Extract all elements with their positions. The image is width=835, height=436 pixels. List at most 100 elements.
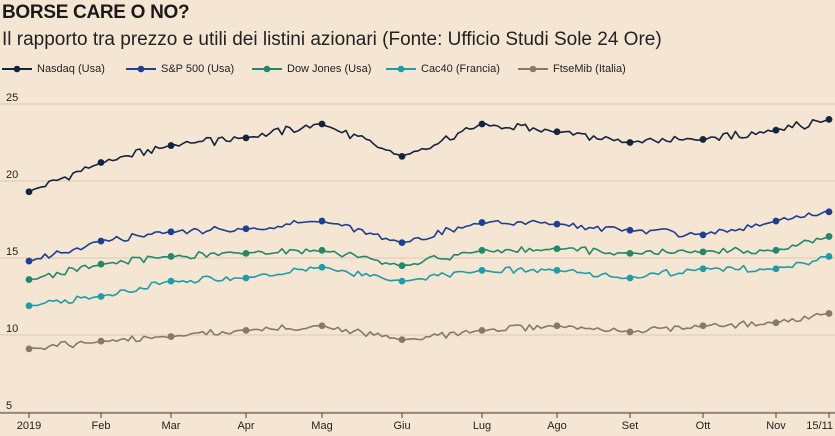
axes: 5 10 15 20 25 2019 Feb Mar Apr Mag Giu Lug Ago Set Ott… [0,92,835,432]
data-point-0 [772,126,780,134]
legend-item-ftsemib: FtseMib (Italia) [518,63,626,75]
data-point-3 [97,293,105,300]
data-point-4 [167,333,175,340]
data-point-0 [478,120,486,128]
x-tick-label: Feb [92,420,111,432]
data-point-0 [398,152,406,160]
data-point-2 [772,246,780,254]
data-point-0 [825,116,833,123]
data-point-3 [398,277,406,285]
data-point-1 [242,225,250,233]
data-point-3 [167,277,175,285]
data-point-0 [242,134,250,142]
legend-marker-sp500 [126,65,156,73]
data-point-4 [97,337,105,345]
data-point-1 [825,208,833,216]
legend-marker-ftsemib [518,65,548,73]
legend-item-cac40: Cac40 (Francia) [386,63,500,75]
data-point-3 [772,265,780,273]
data-point-2 [167,253,175,260]
data-point-1 [318,217,326,225]
data-point-3 [825,253,833,260]
legend-marker-nasdaq [2,65,32,73]
data-point-1 [478,219,486,226]
x-tick-label: Mag [311,420,332,432]
legend-item-nasdaq: Nasdaq (Usa) [2,63,105,75]
legend-marker-dowjones [252,65,282,73]
data-point-4 [398,336,406,344]
data-point-3 [626,274,634,282]
data-point-1 [699,231,707,239]
y-tick-label: 20 [6,169,18,181]
data-point-2 [626,249,634,257]
data-point-1 [97,237,105,245]
legend-marker-cac40 [386,65,416,73]
series-line-2 [28,235,830,281]
data-point-2 [553,245,561,253]
data-point-0 [553,128,561,136]
data-point-1 [25,257,33,265]
data-point-1 [553,220,561,228]
y-tick-label: 10 [6,323,18,335]
data-point-4 [25,345,33,353]
data-point-0 [699,136,707,143]
chart-subtitle: Il rapporto tra prezzo e utili dei listi… [2,29,662,50]
data-point-3 [478,266,486,274]
x-tick-label: Lug [473,420,491,432]
legend-label-nasdaq: Nasdaq (Usa) [37,63,105,75]
legend-label-ftsemib: FtseMib (Italia) [553,63,626,75]
data-point-3 [242,274,250,282]
legend-item-dowjones: Dow Jones (Usa) [252,63,371,75]
x-tick-label: Nov [766,420,786,432]
data-point-3 [553,266,561,274]
y-tick-label: 25 [6,92,18,104]
data-point-3 [25,302,33,310]
x-tick-label: 15/11 [806,420,833,432]
data-point-1 [772,217,780,225]
data-point-2 [398,262,406,270]
data-point-2 [97,260,105,268]
legend-label-cac40: Cac40 (Francia) [421,63,500,75]
data-point-2 [825,233,833,240]
data-point-4 [825,310,833,317]
data-point-4 [553,322,561,330]
data-point-4 [626,328,634,336]
data-point-0 [318,120,326,128]
data-point-1 [398,239,406,247]
series-line-3 [28,255,830,307]
data-point-0 [167,142,175,149]
data-point-2 [699,248,707,256]
legend-label-dowjones: Dow Jones (Usa) [287,63,372,75]
data-point-2 [478,246,486,254]
x-tick-label: Giu [393,420,410,432]
data-point-4 [772,319,780,327]
x-tick-label: Ott [696,420,711,432]
y-tick-label: 5 [6,400,12,412]
legend-item-sp500: S&P 500 (Usa) [126,63,234,75]
x-tick-label: 2019 [17,420,41,432]
data-point-4 [242,326,250,334]
chart-title: BORSE CARE O NO? [2,2,190,23]
data-point-4 [699,322,707,330]
data-point-2 [318,246,326,254]
legend-label-sp500: S&P 500 (Usa) [161,63,235,75]
data-point-2 [242,249,250,257]
x-tick-label: Set [622,420,639,432]
data-point-0 [626,139,634,146]
data-point-4 [318,322,326,330]
data-point-1 [626,226,634,234]
series-line-1 [28,210,830,262]
data-point-0 [97,159,105,166]
series-line-0 [28,118,830,193]
data-point-1 [167,228,175,236]
y-tick-label: 15 [6,246,18,258]
x-tick-label: Ago [547,420,567,432]
series-line-4 [28,312,830,351]
data-point-3 [318,263,326,271]
data-point-2 [25,276,33,283]
data-point-0 [25,188,33,196]
x-tick-label: Apr [237,420,254,432]
series-lines [25,116,833,353]
data-point-4 [478,326,486,334]
